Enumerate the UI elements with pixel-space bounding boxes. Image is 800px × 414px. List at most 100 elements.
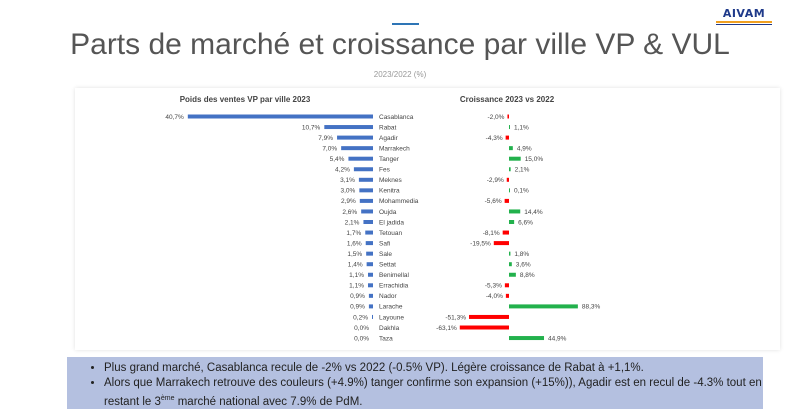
share-label: 0,0%: [354, 325, 369, 332]
growth-label: -4,0%: [486, 293, 503, 300]
growth-label: -2,0%: [487, 114, 504, 121]
share-bar: [359, 188, 373, 193]
share-label: 40,7%: [165, 114, 184, 121]
share-bar: [366, 262, 373, 267]
share-bar: [367, 283, 373, 288]
growth-label: 15,0%: [525, 156, 544, 163]
share-label: 1,5%: [347, 251, 362, 258]
city-label: Layoune: [379, 314, 404, 321]
note-superscript: ème: [160, 395, 175, 402]
share-label: 0,9%: [350, 304, 365, 311]
share-bar: [348, 156, 373, 161]
share-label: 3,0%: [341, 188, 356, 195]
chart-panel: Poids des ventes VP par ville 2023 Croiss…: [75, 88, 780, 350]
share-label: 2,6%: [342, 209, 357, 216]
share-label: 2,9%: [341, 198, 356, 205]
share-label: 1,1%: [349, 272, 364, 279]
growth-label: 88,3%: [582, 304, 601, 311]
growth-bar: [506, 177, 509, 182]
growth-bar: [459, 325, 509, 330]
share-label: 2,1%: [345, 219, 360, 226]
note-bullet-2-text: Alors que Marrakech retrouve des couleur…: [104, 377, 762, 408]
share-bar: [337, 135, 373, 140]
growth-label: -5,3%: [485, 283, 502, 290]
share-label: 1,6%: [347, 240, 362, 247]
growth-label: 6,6%: [518, 219, 533, 226]
growth-bar: [507, 114, 509, 119]
share-bar: [341, 146, 373, 151]
growth-label: -63,1%: [436, 325, 457, 332]
share-chart-title: Poids des ventes VP par ville 2023: [180, 95, 311, 104]
share-label: 1,1%: [349, 283, 364, 290]
note-bullet-2-end: marché national avec 7.9% de PdM.: [174, 395, 363, 408]
growth-bar: [509, 188, 510, 193]
city-label: Marrakech: [379, 145, 410, 152]
share-bar: [361, 209, 373, 214]
city-label: Benimellal: [379, 272, 410, 279]
share-label: 7,0%: [322, 145, 337, 152]
city-label: Agadir: [379, 135, 399, 142]
growth-bar: [509, 251, 511, 256]
growth-label: 1,8%: [514, 251, 529, 258]
city-label: Safi: [379, 240, 390, 247]
growth-label: 0,1%: [514, 188, 529, 195]
growth-bar: [509, 167, 511, 172]
share-bar: [368, 293, 373, 298]
share-bar: [372, 314, 373, 319]
city-label: Casablanca: [379, 114, 414, 121]
share-label: 3,1%: [340, 177, 355, 184]
city-label: Rabat: [379, 124, 397, 131]
share-label: 1,7%: [346, 230, 361, 237]
share-bar: [363, 220, 373, 224]
growth-bar: [509, 304, 578, 309]
growth-bar: [509, 209, 521, 214]
city-label: Oujda: [379, 209, 397, 216]
share-bar: [365, 230, 373, 235]
growth-label: -4,3%: [486, 135, 503, 142]
share-label: 1,4%: [348, 262, 363, 269]
growth-label: -8,1%: [483, 230, 500, 237]
city-label: Taza: [379, 335, 393, 342]
growth-bar: [468, 314, 509, 319]
share-bar: [365, 241, 373, 246]
share-bar: [353, 167, 373, 172]
city-label: Kenitra: [379, 188, 400, 195]
city-label: Dakhla: [379, 325, 400, 332]
share-bar: [187, 114, 373, 119]
city-label: Sale: [379, 251, 392, 258]
growth-bar: [509, 336, 545, 341]
share-label: 4,2%: [335, 167, 350, 174]
growth-bar: [509, 125, 510, 130]
growth-bar: [504, 283, 509, 288]
share-label: 0,9%: [350, 293, 365, 300]
growth-bar: [509, 146, 513, 151]
city-label: Fes: [379, 167, 391, 174]
city-label: Tanger: [379, 156, 400, 163]
growth-label: -2,9%: [487, 177, 504, 184]
city-label: Nador: [379, 293, 398, 300]
note-bullet-1: Plus grand marché, Casablanca recule de …: [104, 361, 763, 376]
growth-label: 14,4%: [524, 209, 543, 216]
share-label: 0,2%: [353, 314, 368, 321]
city-label: Errachidia: [379, 283, 409, 290]
growth-label: -5,6%: [485, 198, 502, 205]
city-label: Tetouan: [379, 230, 403, 237]
share-bar: [324, 125, 373, 130]
growth-label: 3,6%: [516, 262, 531, 269]
aivam-logo: AIVAM: [716, 7, 772, 25]
growth-label: 4,9%: [517, 145, 532, 152]
note-bullet-2: Alors que Marrakech retrouve des couleur…: [104, 376, 763, 410]
growth-chart-title: Croissance 2023 vs 2022: [460, 95, 555, 104]
growth-label: 2,1%: [515, 167, 530, 174]
growth-bar: [504, 198, 509, 203]
city-label: El jadida: [379, 219, 404, 226]
page-subtitle: 2023/2022 (%): [373, 70, 427, 79]
share-bar: [358, 177, 373, 182]
growth-bar: [509, 156, 521, 161]
growth-bar: [505, 293, 509, 298]
city-label: Larache: [379, 304, 403, 311]
growth-label: 44,9%: [548, 335, 567, 342]
growth-label: 1,1%: [514, 124, 529, 131]
share-bar: [367, 272, 373, 277]
share-bar: [359, 198, 373, 203]
